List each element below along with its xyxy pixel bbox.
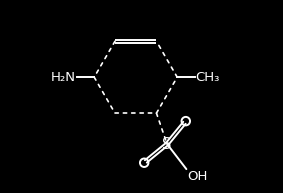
Text: OH: OH [187, 170, 208, 183]
Text: S: S [162, 136, 172, 152]
Text: H₂N: H₂N [51, 71, 76, 84]
Text: CH₃: CH₃ [196, 71, 220, 84]
